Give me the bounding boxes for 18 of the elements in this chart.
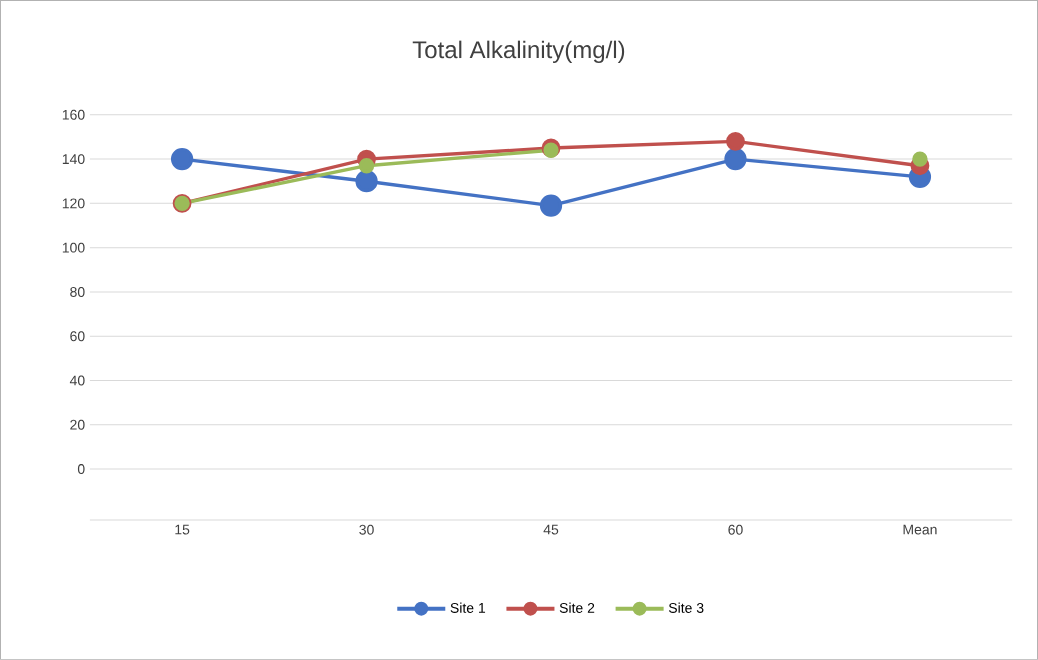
legend-label: Site 2 bbox=[559, 602, 595, 613]
x-tick-label: 30 bbox=[359, 524, 374, 535]
y-tick-label: 60 bbox=[70, 331, 85, 342]
y-tick-label: 120 bbox=[62, 198, 85, 209]
x-tick-label: Mean bbox=[903, 524, 937, 535]
y-tick-label: 40 bbox=[69, 375, 85, 386]
chart-title: Total Alkalinity(mg/l) bbox=[412, 40, 625, 64]
x-tick-label: 60 bbox=[728, 524, 743, 535]
y-tick-label: 80 bbox=[70, 287, 85, 297]
x-tick-label: 45 bbox=[543, 524, 559, 535]
x-tick-label: 15 bbox=[175, 524, 190, 535]
legend-label: Site 1 bbox=[450, 602, 486, 613]
y-tick-label: 140 bbox=[62, 154, 85, 165]
y-tick-label: 20 bbox=[70, 419, 85, 430]
legend-label: Site 3 bbox=[668, 602, 704, 613]
y-tick-label: 160 bbox=[62, 109, 85, 120]
y-tick-label: 0 bbox=[77, 464, 85, 475]
y-tick-label: 100 bbox=[62, 242, 85, 253]
